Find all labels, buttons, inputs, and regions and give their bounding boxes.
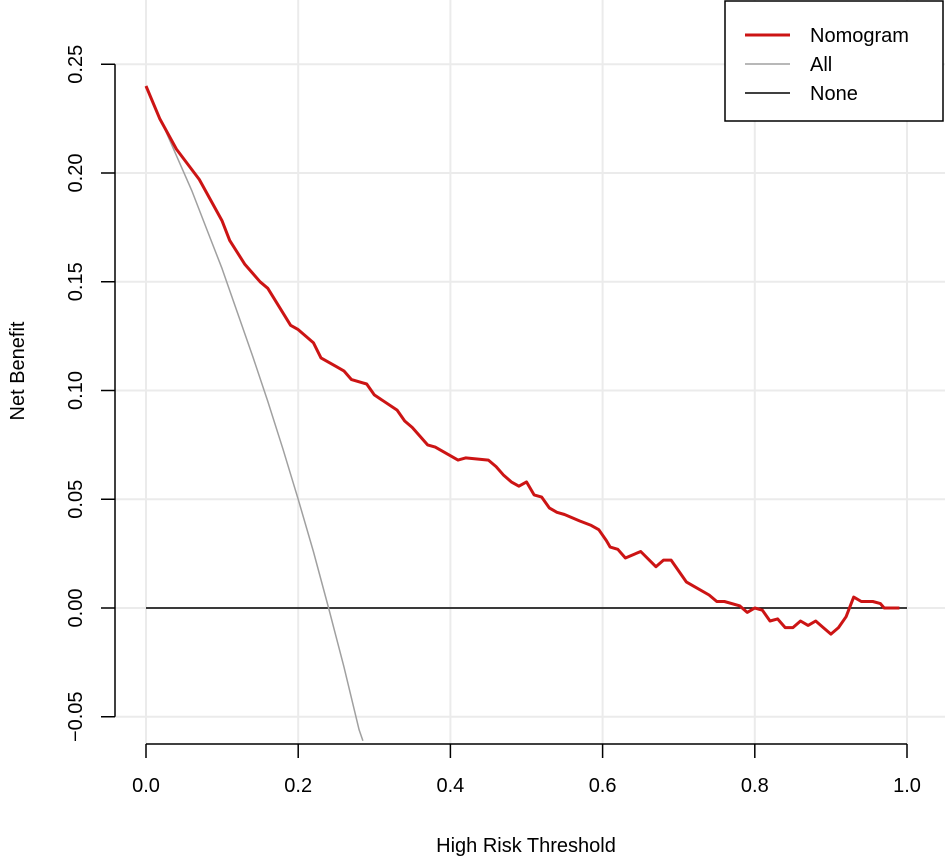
legend-item-none: None	[745, 83, 858, 105]
y-tick-label: 0.15	[65, 262, 87, 301]
series-line-nomogram	[144, 85, 900, 636]
x-tick-label: 0.6	[589, 775, 617, 797]
x-tick-label: 0.2	[284, 775, 312, 797]
legend-label: Nomogram	[810, 25, 909, 47]
x-tick-label: 1.0	[893, 775, 921, 797]
y-tick-label: 0.25	[65, 45, 87, 84]
x-axis-title: High Risk Threshold	[436, 835, 616, 857]
legend-item-all: All	[745, 54, 832, 76]
series-line-all	[145, 85, 364, 741]
y-axis: −0.05 0.00 0.05 0.10 0.15 0.20 0.25	[65, 45, 116, 742]
legend: Nomogram All None	[724, 0, 944, 122]
y-tick-label: −0.05	[65, 691, 87, 742]
legend-label: All	[810, 54, 832, 76]
legend-item-nomogram: Nomogram	[745, 25, 909, 47]
y-tick-label: 0.00	[65, 589, 87, 628]
legend-box	[724, 0, 944, 122]
y-tick-label: 0.10	[65, 371, 87, 410]
plot-series	[144, 85, 907, 741]
legend-label: None	[810, 83, 858, 105]
x-tick-label: 0.4	[436, 775, 464, 797]
y-tick-label: 0.05	[65, 480, 87, 519]
y-tick-label: 0.20	[65, 154, 87, 193]
x-axis: 0.0 0.2 0.4 0.6 0.8 1.0	[132, 743, 921, 797]
y-axis-title: Net Benefit	[7, 321, 29, 420]
x-tick-label: 0.0	[132, 775, 160, 797]
x-tick-label: 0.8	[741, 775, 769, 797]
